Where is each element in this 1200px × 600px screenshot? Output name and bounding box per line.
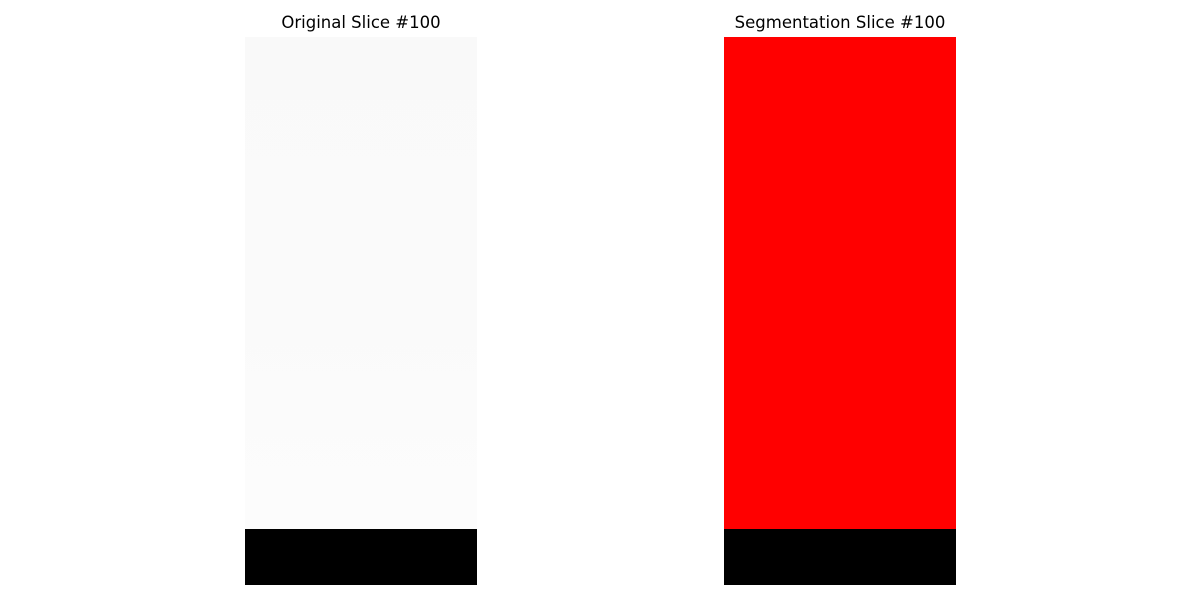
segmentation-mask-region <box>724 37 956 529</box>
segmentation-slice-image <box>724 37 956 585</box>
original-dark-region <box>245 529 477 585</box>
segmentation-background-region <box>724 529 956 585</box>
original-bright-region <box>245 37 477 529</box>
segmentation-slice-panel: Segmentation Slice #100 <box>724 0 956 600</box>
original-slice-image <box>245 37 477 585</box>
segmentation-slice-title: Segmentation Slice #100 <box>734 13 946 32</box>
original-slice-title: Original Slice #100 <box>281 13 441 32</box>
original-slice-panel: Original Slice #100 <box>245 0 477 600</box>
